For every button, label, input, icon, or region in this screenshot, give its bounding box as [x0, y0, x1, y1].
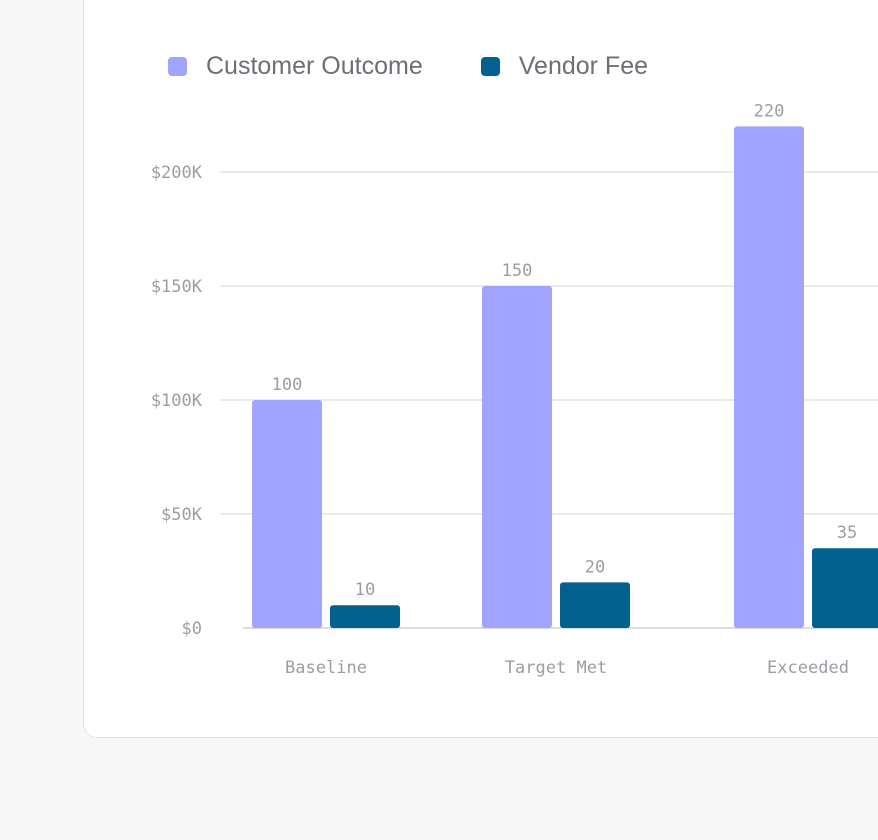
legend-item-vendor-fee[interactable]: Vendor Fee — [480, 51, 649, 81]
x-tick-label: Exceeded — [767, 658, 849, 678]
legend-label-vendor-fee: Vendor Fee — [518, 51, 649, 80]
y-tick-label: $200K — [151, 163, 203, 183]
bar-customer-outcome-target-met[interactable] — [482, 286, 552, 628]
legend-label-customer-outcome: Customer Outcome — [206, 51, 423, 80]
data-label: 220 — [754, 101, 785, 121]
x-axis-ticks: Baseline Target Met Exceeded — [285, 658, 849, 678]
legend-item-customer-outcome[interactable]: Customer Outcome — [168, 52, 423, 81]
y-tick-label: $100K — [151, 391, 203, 411]
data-label: 35 — [837, 523, 857, 543]
bar-vendor-fee-baseline[interactable] — [330, 605, 400, 628]
bar-customer-outcome-exceeded[interactable] — [734, 126, 804, 629]
bars — [252, 126, 878, 629]
legend-swatch-customer-outcome — [168, 56, 187, 76]
legend: Customer Outcome Vendor Fee — [168, 50, 706, 82]
data-label: 10 — [355, 580, 375, 600]
bar-customer-outcome-baseline[interactable] — [252, 400, 322, 628]
data-label: 150 — [502, 261, 533, 281]
y-tick-label: $0 — [182, 619, 202, 639]
bar-vendor-fee-exceeded[interactable] — [812, 548, 878, 628]
y-axis-ticks: $0 $50K $100K $150K $200K — [151, 163, 203, 639]
x-tick-label: Baseline — [285, 658, 367, 678]
data-labels: 100 10 150 20 220 35 — [272, 101, 858, 600]
y-tick-label: $50K — [161, 505, 203, 525]
bar-vendor-fee-target-met[interactable] — [560, 582, 630, 628]
data-label: 20 — [585, 557, 605, 577]
x-tick-label: Target Met — [505, 658, 607, 678]
y-tick-label: $150K — [151, 277, 203, 297]
legend-swatch-vendor-fee — [480, 56, 500, 76]
data-label: 100 — [272, 375, 303, 395]
